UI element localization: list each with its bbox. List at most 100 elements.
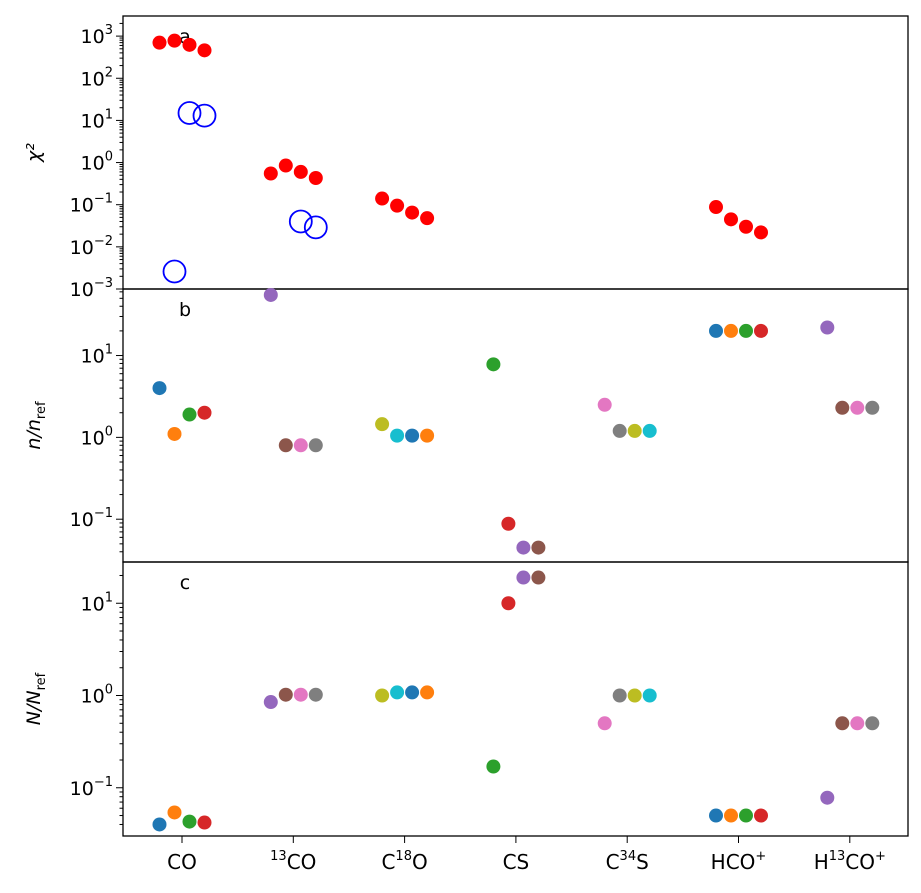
data-point [375,417,390,432]
data-point [820,320,835,335]
data-point [642,688,657,703]
category-label: C34S [606,849,649,874]
data-point-open [162,259,187,284]
data-point [597,397,612,412]
y-tick-label: 102 [81,65,113,90]
data-point [167,33,182,48]
data-point-open [192,103,217,128]
data-point [278,158,293,173]
data-point [167,805,182,820]
data-point [531,540,546,555]
data-point [531,570,546,585]
y-tick-label: 10−1 [70,775,113,800]
data-point [308,438,323,453]
data-point [375,191,390,206]
data-point [850,400,865,415]
panel-a: 10−3 10−2 10−1 100 101 102 103 a χ² [23,15,909,301]
data-point [754,323,768,338]
data-point [197,815,212,830]
y-tick-label: 10−3 [70,276,113,301]
data-point [835,716,850,731]
data-point [293,687,308,702]
data-point [420,685,435,700]
panels-group: 10−3 10−2 10−1 100 101 102 103 a χ² 10−1 100 101 b n/… [23,15,909,837]
panel-c: 10−1 100 101 c N/Nref [23,561,909,837]
data-point [293,438,308,453]
data-point [642,423,657,438]
y-tick-label: 101 [81,107,113,132]
y-tick-label: 100 [81,683,113,708]
data-point [182,814,197,829]
data-point [293,164,308,179]
data-point [709,200,723,215]
data-point [197,43,212,58]
data-point [182,37,197,52]
data-point [612,688,627,703]
data-point [739,219,753,234]
data-point [597,716,612,731]
data-point [627,688,642,703]
category-label: C18O [381,849,427,874]
panel-frame [122,288,909,563]
data-point [865,400,880,415]
data-point [152,817,167,832]
data-point [865,716,880,731]
y-tick-label: 100 [81,150,113,175]
data-point [516,570,531,585]
data-point [308,171,323,186]
data-point [709,808,723,823]
y-axis-label: n/nref [23,401,49,450]
data-point [278,438,293,453]
data-point [501,596,516,611]
y-tick-label: 10−2 [70,234,113,259]
data-point [754,225,768,240]
x-axis: CO 13CO C18O CS C34S HCO+ H13CO+ [167,836,886,874]
data-point [739,323,753,338]
data-point-open [303,215,328,240]
data-point [390,428,405,443]
data-point [486,357,501,372]
data-point [835,400,850,415]
data-point [263,166,278,181]
data-point [197,405,212,420]
data-point [724,808,738,823]
data-point [375,688,390,703]
y-tick-label: 103 [81,23,113,48]
data-point [278,687,293,702]
category-label: CS [503,850,530,874]
y-tick-label: 100 [81,424,113,449]
data-point [390,685,405,700]
category-label: HCO+ [711,849,767,874]
data-point [152,381,167,396]
panel-letter: b [179,299,191,321]
data-point [167,426,182,441]
data-point [152,35,167,50]
data-point [739,808,753,823]
panel-letter: c [180,572,190,594]
data-point [709,323,723,338]
y-tick-label: 10−1 [70,506,113,531]
data-point [263,287,278,302]
category-label: CO [167,850,197,874]
data-point [754,808,768,823]
data-point [405,685,420,700]
data-point [420,428,435,443]
panel-frame [122,561,909,837]
data-point [627,423,642,438]
y-axis-label: χ² [23,143,45,163]
data-point [612,423,627,438]
y-tick-label: 101 [81,590,113,615]
category-label: H13CO+ [814,849,886,874]
data-point [850,716,865,731]
data-point [405,428,420,443]
data-point [486,759,501,774]
category-label: 13CO [270,849,316,874]
data-point [390,198,405,213]
y-axis-label: N/Nref [23,672,49,725]
data-point [724,323,738,338]
y-tick-label: 10−1 [70,192,113,217]
data-point [420,211,435,226]
panel-b: 10−1 100 101 b n/nref [23,287,909,563]
data-point-open [288,209,313,234]
